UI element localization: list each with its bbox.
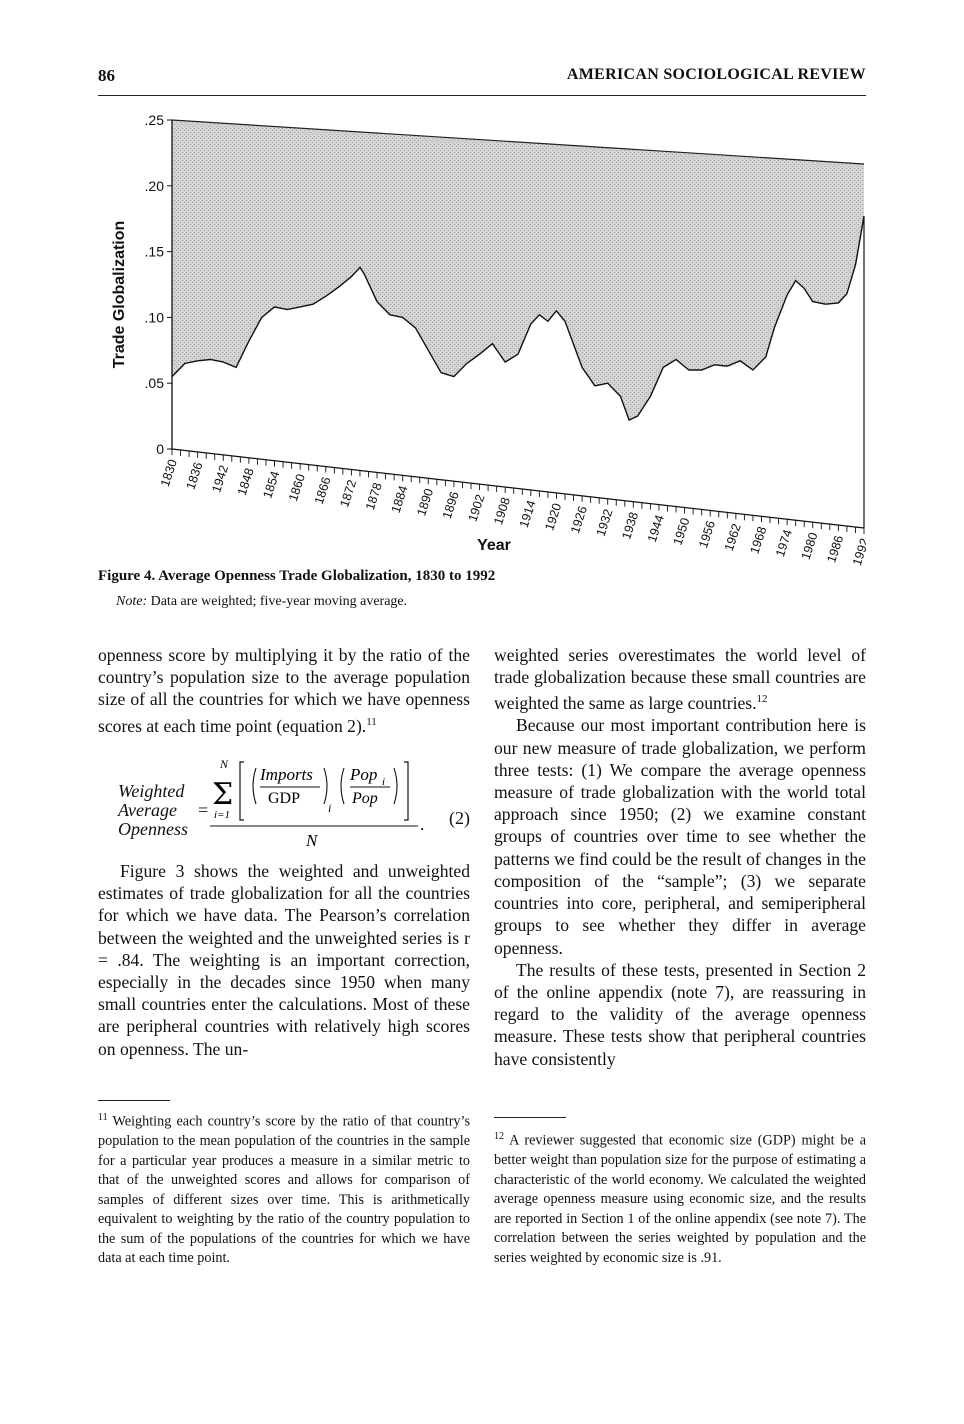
numerator-imports: Imports [259, 765, 313, 784]
journal-title: AMERICAN SOCIOLOGICAL REVIEW [566, 66, 866, 83]
denominator-n: N [305, 831, 319, 850]
equation-lhs-line-2: Average [118, 800, 177, 820]
equation-lhs-line-3: Openness [118, 819, 188, 839]
figure-note: Note: Data are weighted; five-year movin… [116, 594, 407, 610]
header-rule [98, 95, 866, 96]
chart-area-fill [172, 120, 864, 420]
chart-top-border [171, 119, 865, 165]
figure-caption: Figure 4. Average Openness Trade Globali… [98, 568, 496, 584]
series-line [171, 215, 865, 421]
y-tick-label: .10 [145, 309, 165, 325]
x-axis-line [171, 448, 865, 529]
footnote-rule-right [494, 1117, 566, 1118]
x-tick-label: 1980 [799, 531, 821, 562]
x-tick-label: 1854 [260, 469, 282, 500]
left-column-top: openness score by multiplying it by the … [98, 644, 470, 737]
page-number: 86 [98, 66, 115, 85]
x-axis-title: Year [477, 537, 511, 554]
x-tick-label: 1908 [491, 496, 513, 527]
x-tick-label: 1896 [440, 490, 462, 521]
equation-2: Weighted Average Openness = N Σ i=1 Impo… [98, 756, 470, 856]
svg-text:.: . [420, 815, 424, 834]
numerator-pop-i: Pop [349, 765, 377, 784]
x-tick-label: 1962 [722, 522, 744, 553]
equation-formula: N Σ i=1 Imports GDP i Pop i Pop N . [210, 757, 424, 850]
x-tick-label: 1944 [645, 513, 667, 544]
x-tick-label: 1920 [542, 501, 564, 532]
footnote-12-mark: 12 [494, 1131, 504, 1142]
subscript-i: i [328, 801, 331, 815]
x-tick-label: 1848 [235, 466, 257, 497]
footnote-ref-11: 11 [366, 715, 377, 728]
right-paragraph-3: The results of these tests, presented in… [494, 959, 866, 1069]
x-tick-label: 1890 [414, 487, 436, 518]
x-tick-label: 1866 [312, 475, 334, 506]
right-paragraph-1: weighted series overestimates the world … [494, 645, 866, 714]
y-axis-title: Trade Globalization [111, 221, 128, 369]
footnote-ref-12: 12 [756, 693, 768, 706]
x-tick-label: 1830 [158, 458, 180, 489]
x-tick-label: 1956 [696, 519, 718, 550]
footnote-11: 11 Weighting each country’s score by the… [98, 1108, 470, 1269]
x-tick-label: 1932 [594, 507, 616, 538]
x-tick-label: 1968 [747, 525, 769, 556]
denominator-gdp: GDP [268, 790, 300, 807]
left-paragraph-2: Figure 3 shows the weighted and unweight… [98, 861, 470, 1059]
y-tick-label: .05 [145, 375, 165, 391]
figure-note-text: Data are weighted; five-year moving aver… [147, 594, 408, 609]
x-tick-label: 1942 [209, 463, 231, 494]
x-tick-label: 1974 [773, 528, 795, 559]
equation-lhs: Weighted Average Openness [118, 782, 188, 839]
figure-note-label: Note: [116, 594, 148, 609]
equation-lhs-line-1: Weighted [118, 781, 185, 801]
equation-number: (2) [449, 808, 470, 828]
x-tick-label: 1986 [824, 534, 846, 565]
y-tick-label: .25 [145, 112, 165, 128]
footnote-rule-left [98, 1100, 170, 1101]
x-tick-label: 1878 [363, 481, 385, 512]
sigma-symbol: Σ [212, 777, 233, 812]
x-tick-label: 1872 [337, 478, 359, 509]
numerator-pop-subscript: i [382, 776, 385, 788]
equation-equals: = [198, 800, 209, 820]
y-tick-label: 0 [156, 441, 164, 457]
footnote-12: 12 A reviewer suggested that economic si… [494, 1127, 866, 1268]
x-tick-label: 1836 [184, 460, 206, 491]
y-tick-label: .15 [145, 244, 165, 260]
y-tick-label: .20 [145, 178, 165, 194]
x-tick-label: 1860 [286, 472, 308, 503]
right-column: weighted series overestimates the world … [494, 644, 866, 1070]
footnote-11-mark: 11 [98, 1112, 108, 1123]
right-paragraph-2: Because our most important contribution … [494, 715, 866, 958]
x-tick-label: 1914 [517, 499, 539, 530]
sum-upper: N [219, 757, 229, 771]
x-tick-label: 1950 [671, 516, 693, 547]
left-column-bottom: Figure 3 shows the weighted and unweight… [98, 860, 470, 1060]
denominator-pop: Pop [351, 790, 378, 807]
x-tick-label: 1902 [466, 493, 488, 524]
x-tick-label: 1938 [619, 510, 641, 541]
x-tick-label: 1926 [568, 504, 590, 535]
x-tick-label: 1992 [850, 537, 866, 566]
x-tick-label: 1884 [389, 484, 411, 515]
sum-lower: i=1 [214, 809, 230, 821]
left-paragraph-1: openness score by multiplying it by the … [98, 645, 470, 736]
footnote-12-text: A reviewer suggested that economic size … [494, 1132, 866, 1266]
footnote-11-text: Weighting each country’s score by the ra… [98, 1113, 470, 1267]
